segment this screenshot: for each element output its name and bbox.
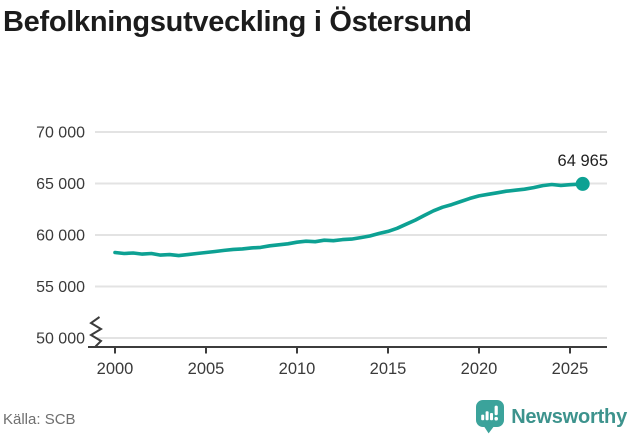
y-tick-label: 70 000 — [36, 125, 85, 142]
y-tick-label: 60 000 — [36, 228, 85, 245]
x-tick-label: 2015 — [370, 360, 407, 378]
population-line — [113, 182, 585, 258]
x-tick-label: 2010 — [279, 360, 316, 378]
y-axis-break-icon — [89, 316, 103, 348]
x-tick-label: 2025 — [552, 360, 589, 378]
y-tick-label: 65 000 — [36, 176, 85, 193]
x-tick-label: 2005 — [188, 360, 225, 378]
last-value-label: 64 965 — [558, 152, 608, 170]
x-tick-label: 2000 — [97, 360, 134, 378]
y-tick-label: 55 000 — [36, 279, 85, 296]
source-note: Källa: SCB — [3, 411, 76, 428]
x-tick-label: 2020 — [461, 360, 498, 378]
newsworthy-logo[interactable]: Newsworthy — [476, 400, 627, 434]
last-point-dot — [575, 176, 590, 191]
y-tick-label: 50 000 — [36, 331, 85, 348]
newsworthy-bubble-chart-icon — [476, 400, 505, 434]
page-title: Befolkningsutveckling i Östersund — [3, 6, 472, 38]
newsworthy-wordmark: Newsworthy — [511, 405, 627, 428]
